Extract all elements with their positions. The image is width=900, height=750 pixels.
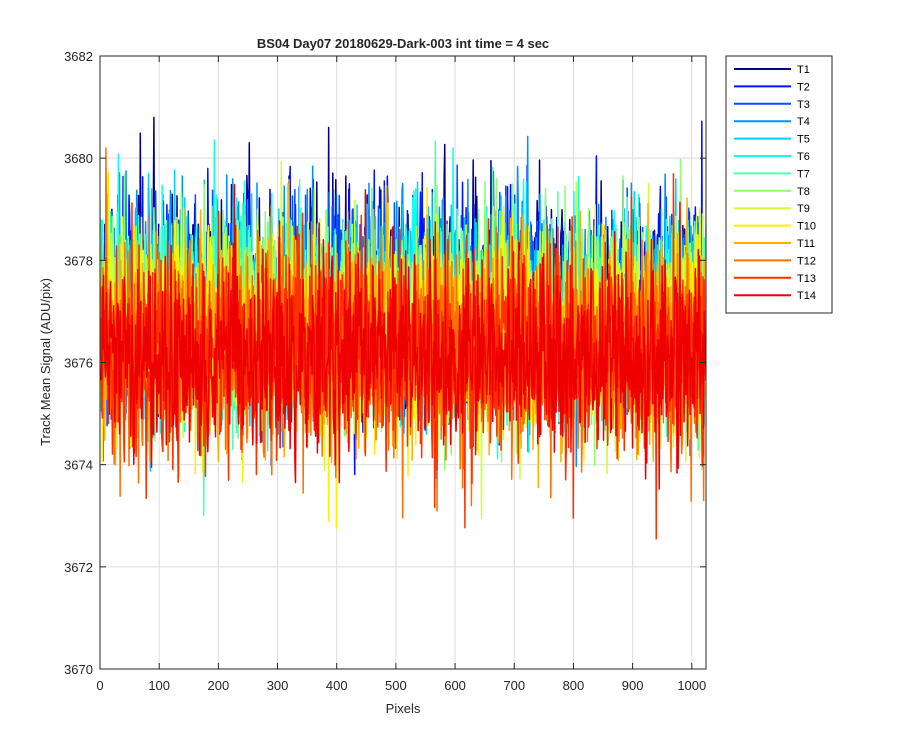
x-tick-label: 400 [326, 678, 348, 693]
y-tick-label: 3670 [64, 662, 93, 677]
axis-ticks: 0 100 200 300 400 500 600 700 800 900 1000 3670 3672… [64, 49, 706, 693]
y-tick-label: 3672 [64, 560, 93, 575]
legend-label: T2 [797, 81, 810, 93]
x-tick-label: 600 [444, 678, 466, 693]
legend-label: T14 [797, 290, 816, 302]
x-tick-label: 100 [148, 678, 170, 693]
legend-item-t10: T10 [734, 221, 816, 233]
x-tick-label: 300 [267, 678, 289, 693]
x-tick-label: 700 [503, 678, 525, 693]
legend-item-t9: T9 [734, 203, 810, 215]
legend-label: T6 [797, 151, 810, 163]
y-tick-label: 3682 [64, 49, 93, 64]
legend-label: T3 [797, 99, 810, 111]
y-tick-label: 3676 [64, 356, 93, 371]
x-tick-label: 900 [622, 678, 644, 693]
legend-item-t4: T4 [734, 116, 810, 128]
legend-item-t3: T3 [734, 99, 810, 111]
legend-label: T13 [797, 273, 816, 285]
x-tick-label: 800 [563, 678, 585, 693]
y-tick-label: 3678 [64, 253, 93, 268]
legend-item-t5: T5 [734, 134, 810, 146]
legend-item-t6: T6 [734, 151, 810, 163]
legend: T1 T2 T3 T4 T5 T6 T7 T8 T9 T10 T11 T12 T13 T14 [725, 55, 833, 314]
series-line-t14 [100, 183, 706, 490]
legend-label: T4 [797, 116, 810, 128]
x-tick-label: 0 [96, 678, 103, 693]
x-tick-label: 200 [208, 678, 230, 693]
legend-label: T10 [797, 221, 816, 233]
x-axis-label: Pixels [386, 701, 421, 716]
legend-label: T5 [797, 134, 810, 146]
plot-series [100, 116, 706, 540]
legend-label: T12 [797, 255, 816, 267]
y-tick-label: 3680 [64, 151, 93, 166]
y-tick-label: 3674 [64, 458, 93, 473]
legend-item-t12: T12 [734, 255, 816, 267]
legend-item-t8: T8 [734, 186, 810, 198]
legend-label: T8 [797, 186, 810, 198]
legend-label: T11 [797, 238, 815, 250]
legend-item-t1: T1 [734, 64, 810, 76]
legend-item-t11: T11 [734, 238, 815, 250]
legend-item-t13: T13 [734, 273, 816, 285]
legend-item-t7: T7 [734, 168, 810, 180]
legend-label: T9 [797, 203, 810, 215]
legend-item-t2: T2 [734, 81, 810, 93]
legend-label: T1 [797, 64, 810, 76]
x-tick-label: 1000 [677, 678, 706, 693]
y-axis-label: Track Mean Signal (ADU/pix) [38, 278, 53, 446]
legend-box [725, 55, 833, 314]
legend-item-t14: T14 [734, 290, 816, 302]
x-tick-label: 500 [385, 678, 407, 693]
legend-label: T7 [797, 168, 810, 180]
chart-title: BS04 Day07 20180629-Dark-003 int time = … [257, 36, 549, 51]
